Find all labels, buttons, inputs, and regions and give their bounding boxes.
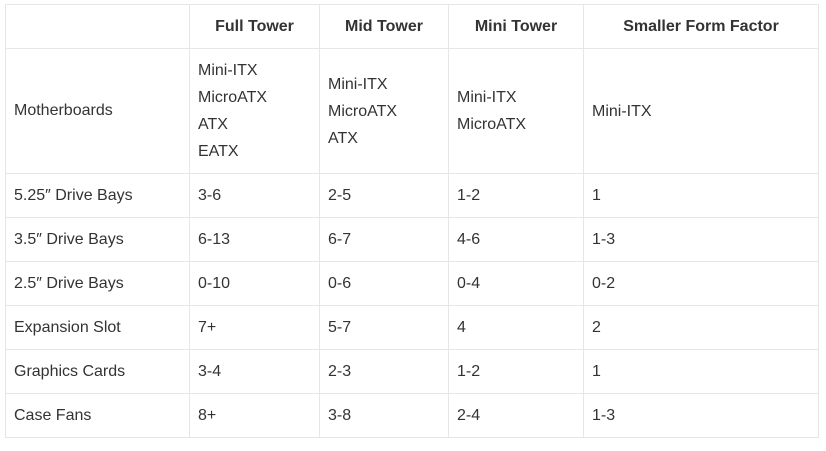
cell-value: Mini-ITX	[328, 75, 388, 93]
cell-full-tower: Mini-ITX MicroATX ATX EATX	[189, 48, 320, 174]
cell-mini-tower: Mini-ITX MicroATX	[448, 48, 584, 174]
cell-smaller-form-factor: 0-2	[583, 261, 819, 306]
cell-smaller-form-factor: Mini-ITX	[583, 48, 819, 174]
row-label: Graphics Cards	[5, 349, 190, 394]
cell-mini-tower: 4-6	[448, 217, 584, 262]
header-full-tower: Full Tower	[189, 4, 320, 49]
header-smaller-form-factor: Smaller Form Factor	[583, 4, 819, 49]
cell-mid-tower: 5-7	[319, 305, 449, 350]
row-label: Case Fans	[5, 393, 190, 438]
cell-value: MicroATX	[457, 116, 527, 133]
header-corner-cell	[5, 4, 190, 49]
table-body: Motherboards Mini-ITX MicroATX ATX EATX …	[5, 48, 819, 438]
cell-mini-tower: 2-4	[448, 393, 584, 438]
cell-full-tower: 0-10	[189, 261, 320, 306]
cell-value: MicroATX	[328, 102, 398, 120]
cell-full-tower: 6-13	[189, 217, 320, 262]
cell-mid-tower: Mini-ITX MicroATX ATX	[319, 48, 449, 174]
cell-smaller-form-factor: 1-3	[583, 217, 819, 262]
table-row-motherboards: Motherboards Mini-ITX MicroATX ATX EATX …	[5, 48, 819, 174]
table-row: Case Fans 8+ 3-8 2-4 1-3	[5, 393, 819, 438]
cell-smaller-form-factor: 1	[583, 173, 819, 218]
cell-full-tower: 8+	[189, 393, 320, 438]
cell-mid-tower: 6-7	[319, 217, 449, 262]
table-row: 2.5″ Drive Bays 0-10 0-6 0-4 0-2	[5, 261, 819, 306]
cell-mid-tower: 2-3	[319, 349, 449, 394]
cell-smaller-form-factor: 1-3	[583, 393, 819, 438]
cell-mid-tower: 0-6	[319, 261, 449, 306]
cell-full-tower: 7+	[189, 305, 320, 350]
cell-value: EATX	[198, 143, 239, 160]
table-row: Expansion Slot 7+ 5-7 4 2	[5, 305, 819, 350]
cell-mini-tower: 4	[448, 305, 584, 350]
cell-value: MicroATX	[198, 89, 268, 106]
table-row: 5.25″ Drive Bays 3-6 2-5 1-2 1	[5, 173, 819, 218]
header-mini-tower: Mini Tower	[448, 4, 584, 49]
table-row: Graphics Cards 3-4 2-3 1-2 1	[5, 349, 819, 394]
cell-mid-tower: 3-8	[319, 393, 449, 438]
cell-value: ATX	[328, 129, 358, 147]
cell-mini-tower: 1-2	[448, 173, 584, 218]
cell-full-tower: 3-4	[189, 349, 320, 394]
header-row: Full Tower Mid Tower Mini Tower Smaller …	[5, 4, 819, 49]
cell-smaller-form-factor: 1	[583, 349, 819, 394]
header-mid-tower: Mid Tower	[319, 4, 449, 49]
cell-mid-tower: 2-5	[319, 173, 449, 218]
row-label: 2.5″ Drive Bays	[5, 261, 190, 306]
row-label: Motherboards	[5, 48, 190, 174]
cell-value: Mini-ITX	[198, 62, 258, 79]
cell-full-tower: 3-6	[189, 173, 320, 218]
cell-mini-tower: 0-4	[448, 261, 584, 306]
table-header: Full Tower Mid Tower Mini Tower Smaller …	[5, 4, 819, 49]
cell-value: Mini-ITX	[457, 89, 517, 106]
row-label: Expansion Slot	[5, 305, 190, 350]
cell-mini-tower: 1-2	[448, 349, 584, 394]
cell-value: ATX	[198, 116, 228, 133]
cell-smaller-form-factor: 2	[583, 305, 819, 350]
case-comparison-table: Full Tower Mid Tower Mini Tower Smaller …	[5, 4, 819, 438]
row-label: 3.5″ Drive Bays	[5, 217, 190, 262]
cell-value: Mini-ITX	[592, 102, 652, 120]
table-row: 3.5″ Drive Bays 6-13 6-7 4-6 1-3	[5, 217, 819, 262]
row-label: 5.25″ Drive Bays	[5, 173, 190, 218]
